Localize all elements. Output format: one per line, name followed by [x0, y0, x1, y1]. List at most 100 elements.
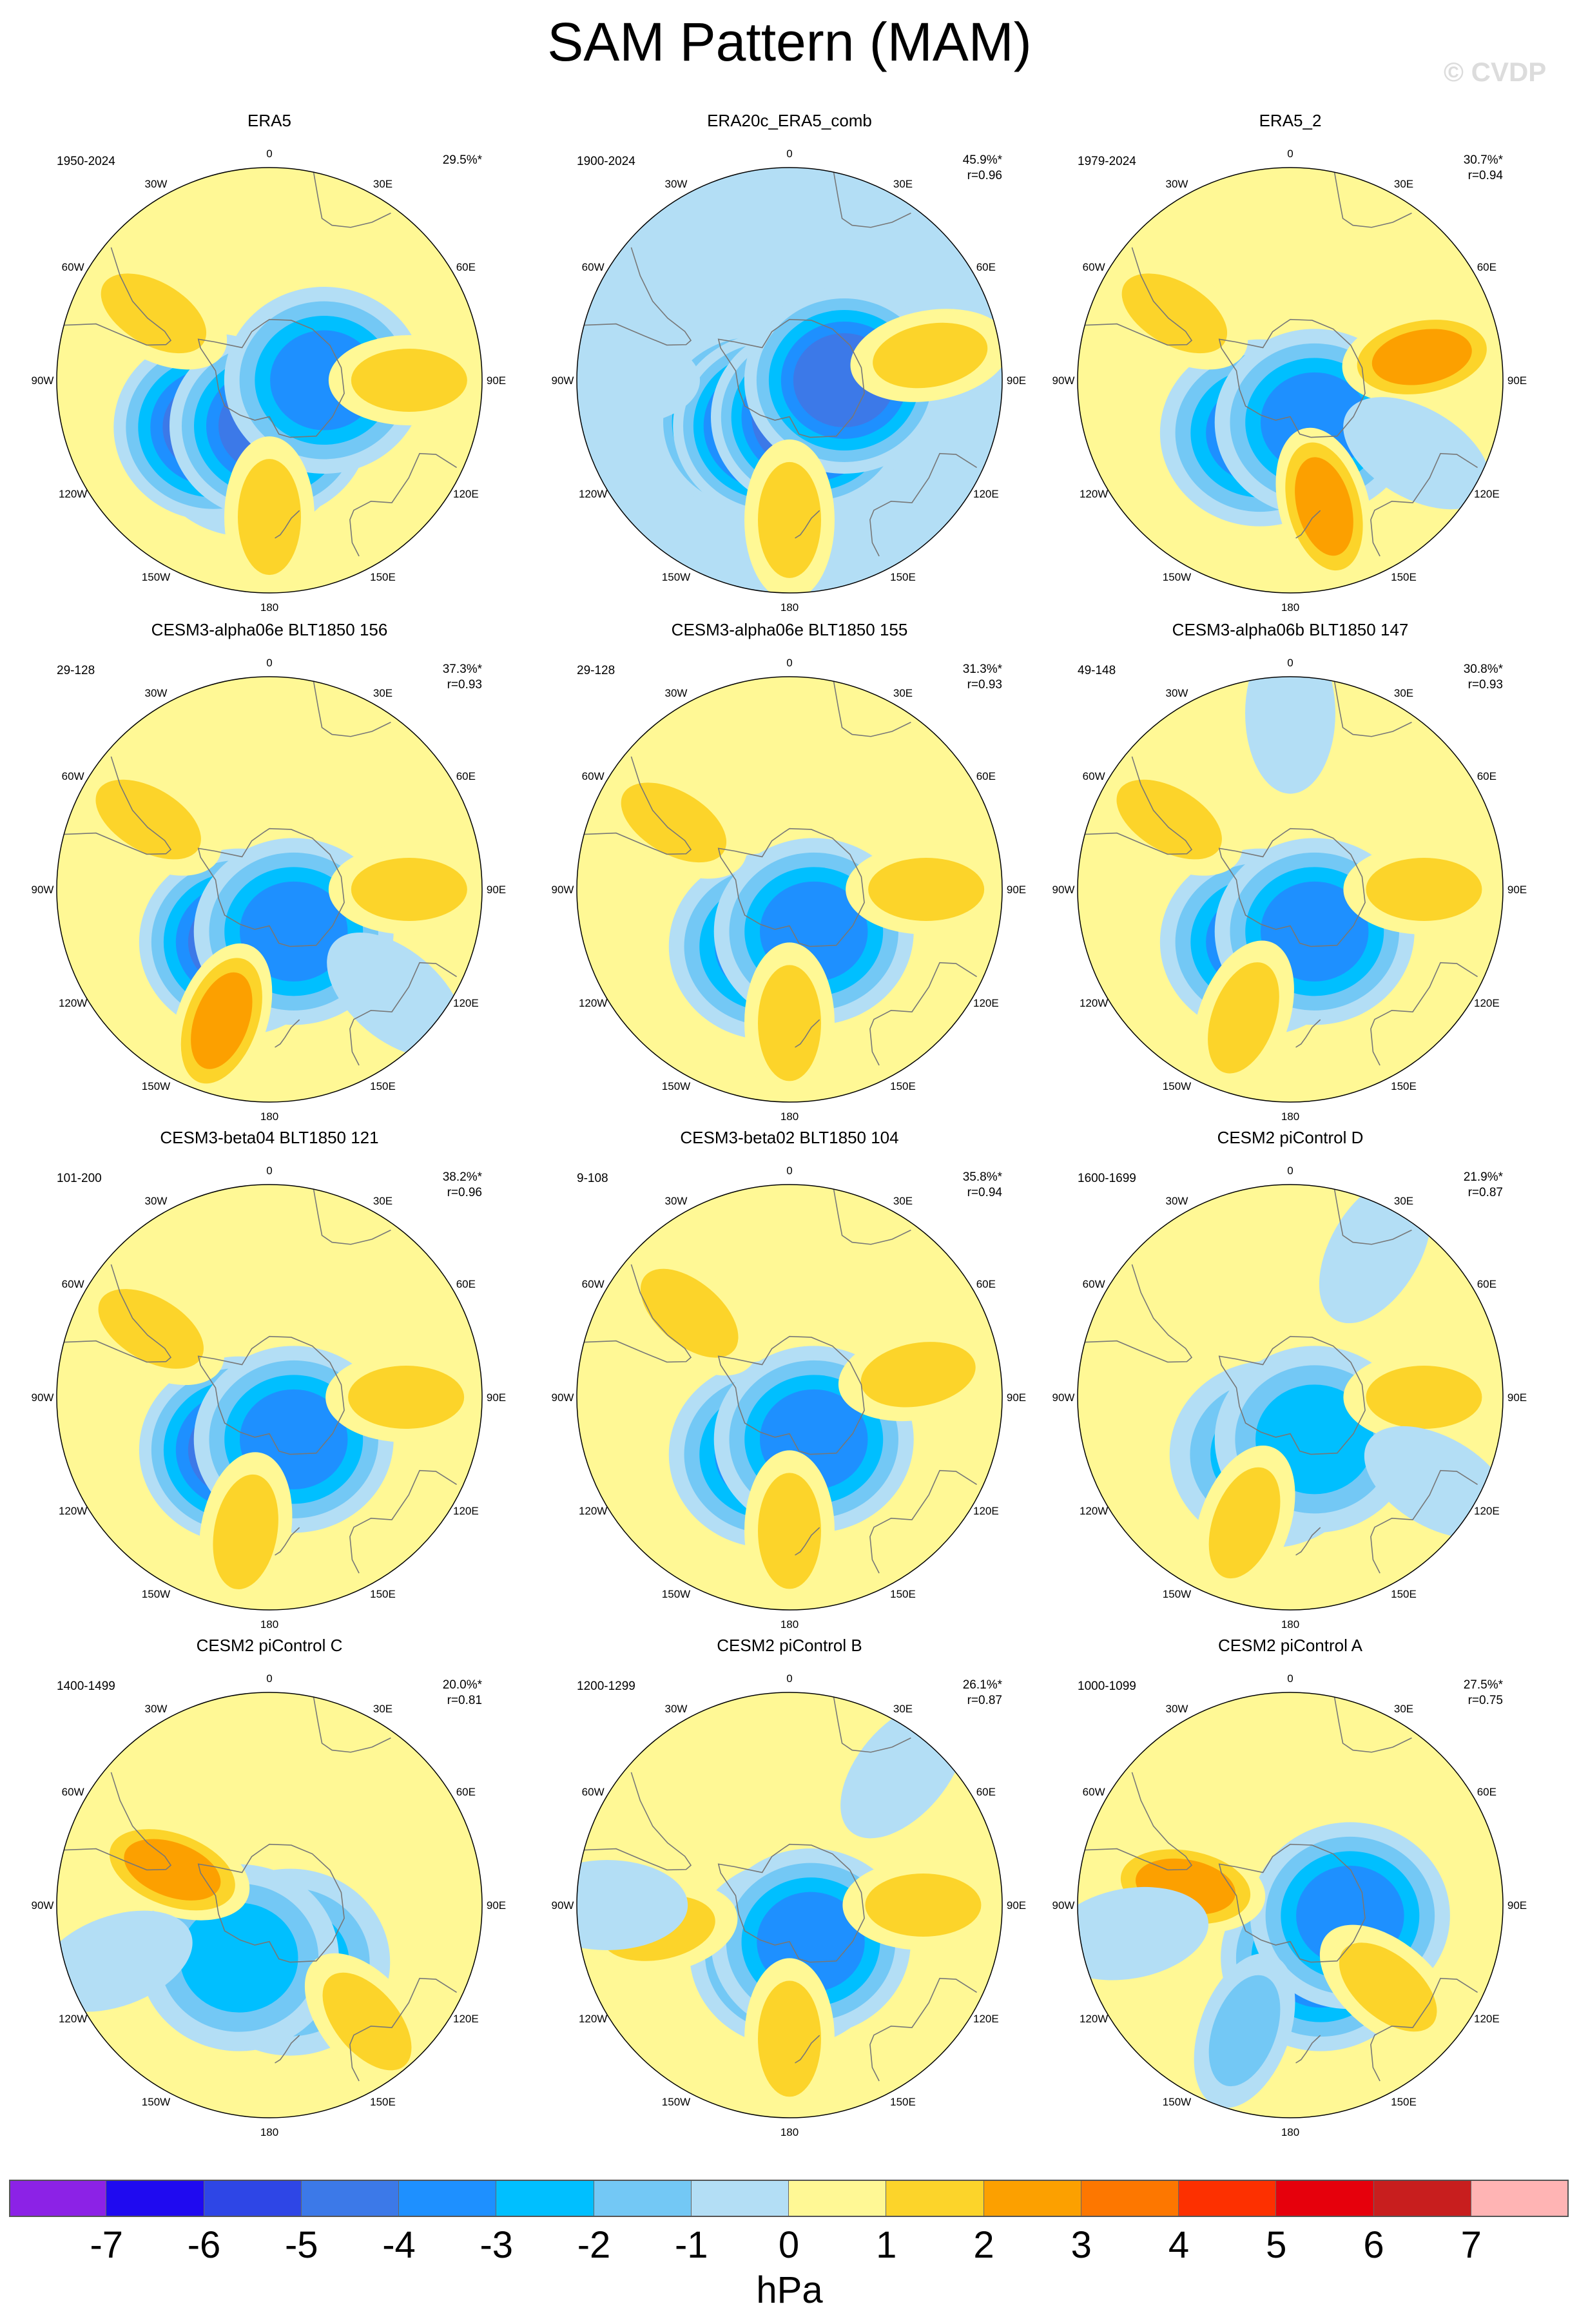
longitude-label: 90E — [487, 1391, 506, 1404]
coastline — [584, 1264, 692, 1363]
coastline — [349, 1977, 457, 2082]
longitude-label: 60E — [1477, 770, 1497, 782]
longitude-label: 150W — [142, 1080, 170, 1092]
longitude-label: 0 — [266, 1165, 272, 1177]
coastline — [64, 756, 172, 855]
map-border — [56, 676, 483, 1103]
coastline — [717, 828, 865, 947]
coastline — [1333, 681, 1412, 737]
longitude-label: 150E — [370, 1588, 396, 1600]
longitude-label: 90E — [487, 884, 506, 896]
coastline — [1085, 756, 1193, 855]
field-layer — [577, 1185, 1002, 1610]
map-panel: CESM3-beta04 BLT1850 121 101-200 38.2%* r=0… — [18, 1127, 521, 1636]
coastline — [795, 2035, 820, 2064]
panel-period: 29-128 — [577, 664, 615, 677]
polar-map: 0 30E 60E 90E 120E 150E 180 150W 120W 90W 60W 30W — [552, 1165, 1027, 1631]
longitude-label: 150W — [662, 1080, 690, 1092]
map-border — [576, 1692, 1003, 2118]
contour-fill — [180, 1903, 298, 2013]
colorbar-tick-label: 2 — [973, 2224, 994, 2266]
panel-title: CESM2 piControl D — [1217, 1128, 1364, 1147]
longitude-label: 90E — [1007, 374, 1026, 387]
longitude-label: 30W — [1166, 1195, 1188, 1207]
longitude-label: 30W — [1166, 1703, 1188, 1715]
longitude-label: 90W — [552, 1391, 574, 1404]
polar-map: 0 30E 60E 90E 120E 150E 180 150W 120W 90W 60W 30W — [1052, 1672, 1527, 2138]
longitude-label: 60W — [582, 770, 605, 782]
longitude-label: 180 — [1281, 2126, 1299, 2138]
contour-fill — [124, 1839, 221, 1901]
contour-fill — [868, 858, 985, 921]
longitude-label: 0 — [1287, 1165, 1293, 1177]
colorbar-swatch — [1373, 2180, 1471, 2217]
coastline — [313, 681, 391, 737]
longitude-label: 120W — [579, 1505, 607, 1517]
map-panel: CESM3-beta02 BLT1850 104 9-108 35.8%* r=0.9… — [538, 1127, 1041, 1636]
contour-fill — [1371, 329, 1472, 385]
map-border — [1077, 167, 1504, 594]
panel-variance: 37.3%* — [442, 663, 482, 676]
coastline — [795, 1019, 820, 1048]
panel-variance: 20.0%* — [442, 1678, 482, 1692]
longitude-label: 90E — [1507, 1391, 1527, 1404]
map-panel: ERA20c_ERA5_comb 1900-2024 45.9%* r=0.96 0 30… — [538, 110, 1041, 619]
map-border — [576, 676, 1003, 1103]
coastline — [795, 1527, 820, 1556]
longitude-label: 120E — [453, 1505, 479, 1517]
map-panel: CESM2 piControl D 1600-1699 21.9%* r=0.87 0 3… — [1039, 1127, 1542, 1636]
coastline — [275, 2035, 300, 2064]
coastline — [717, 1843, 865, 1963]
coastline — [197, 318, 345, 438]
colorbar-swatch — [594, 2180, 692, 2217]
longitude-label: 150E — [370, 1080, 396, 1092]
longitude-label: 150W — [142, 571, 170, 583]
contour-fill — [1339, 1942, 1437, 2032]
contour-fill — [348, 1366, 465, 1429]
field-layer — [577, 168, 1002, 593]
longitude-label: 90E — [1007, 1391, 1026, 1404]
colorbar-tick-label: 1 — [876, 2224, 897, 2266]
panel-title: CESM3-alpha06b BLT1850 147 — [1172, 620, 1409, 639]
longitude-label: 120E — [973, 488, 999, 500]
contour-fill — [1366, 1366, 1482, 1429]
panel-period: 29-128 — [57, 664, 95, 677]
panel-correlation: r=0.93 — [967, 678, 1002, 692]
panel-title: CESM3-beta02 BLT1850 104 — [680, 1128, 899, 1147]
longitude-label: 90E — [487, 1899, 506, 1912]
panel-period: 1000-1099 — [1078, 1680, 1136, 1693]
longitude-label: 150E — [1391, 571, 1417, 583]
panel-title: ERA5_2 — [1259, 111, 1322, 130]
longitude-label: 120W — [579, 997, 607, 1009]
coastline — [717, 1335, 865, 1455]
coastline — [1295, 1527, 1321, 1556]
panel-period: 9-108 — [577, 1172, 608, 1185]
field-layer — [577, 1692, 1002, 2118]
longitude-label: 150E — [1391, 1588, 1417, 1600]
map-border — [1077, 676, 1504, 1103]
map-border — [1077, 1692, 1504, 2118]
panel-variance: 29.5%* — [442, 153, 482, 167]
colorbar-tick-label: 5 — [1266, 2224, 1287, 2266]
field-layer — [1078, 677, 1503, 1102]
longitude-label: 120W — [1080, 997, 1108, 1009]
longitude-label: 90E — [1007, 884, 1026, 896]
longitude-label: 0 — [1287, 148, 1293, 160]
panel-title: CESM2 piControl A — [1218, 1636, 1362, 1655]
colorbar-swatch — [1471, 2180, 1569, 2217]
panel-period: 1950-2024 — [57, 155, 115, 168]
contour-fill — [327, 933, 463, 1058]
panel-period: 1600-1699 — [1078, 1172, 1136, 1185]
longitude-label: 60E — [456, 261, 476, 273]
longitude-label: 30E — [893, 178, 913, 190]
longitude-label: 180 — [780, 2126, 799, 2138]
coastline — [313, 1189, 391, 1245]
longitude-label: 120W — [59, 997, 87, 1009]
contour-fill — [577, 1860, 688, 1950]
longitude-label: 150E — [890, 1080, 916, 1092]
panel-period: 49-148 — [1078, 664, 1116, 677]
panel-correlation: r=0.94 — [1468, 169, 1503, 182]
longitude-label: 60W — [1083, 770, 1105, 782]
longitude-label: 150W — [1163, 2096, 1191, 2108]
longitude-label: 180 — [1281, 1618, 1299, 1631]
